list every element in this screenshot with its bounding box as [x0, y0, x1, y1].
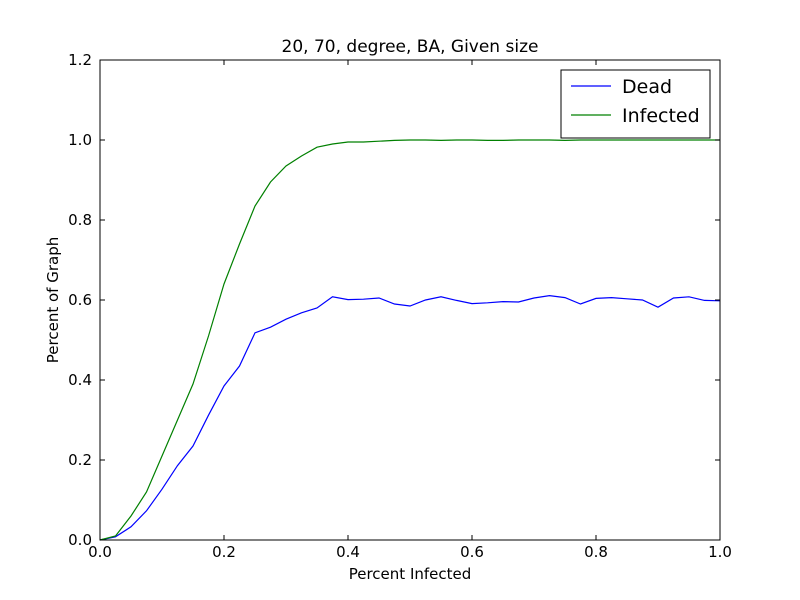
y-tick-label: 1.2 [68, 51, 92, 69]
x-axis-label: Percent Infected [349, 565, 472, 583]
x-tick-label: 0.0 [88, 543, 112, 561]
series-line-dead [99, 294, 721, 541]
ticks-layer: 0.0 0.2 0.4 0.6 0.8 1.0 0.0 0.2 0.4 0.6 0.8 1.0 1.2 [68, 51, 732, 561]
legend-box [560, 69, 711, 139]
x-tick-label: 0.8 [584, 543, 608, 561]
y-tick-label: 1.0 [68, 131, 92, 149]
y-tick-label: 0.6 [68, 291, 92, 309]
x-tick-label: 1.0 [708, 543, 732, 561]
series-layer [99, 139, 721, 541]
legend-label-dead: Dead [622, 76, 672, 98]
legend: Dead Infected [560, 69, 711, 139]
chart-title: 20, 70, degree, BA, Given size [282, 37, 539, 57]
y-tick-label: 0.0 [68, 531, 92, 549]
legend-label-infected: Infected [622, 105, 700, 127]
plot-frame [99, 59, 721, 541]
y-tick-label: 0.4 [68, 371, 92, 389]
y-tick-label: 0.2 [68, 451, 92, 469]
y-tick-label: 0.8 [68, 211, 92, 229]
x-tick-label: 0.4 [336, 543, 360, 561]
x-tick-label: 0.2 [212, 543, 236, 561]
series-line-infected [99, 139, 720, 541]
y-axis-label: Percent of Graph [44, 237, 62, 363]
x-tick-label: 0.6 [460, 543, 484, 561]
